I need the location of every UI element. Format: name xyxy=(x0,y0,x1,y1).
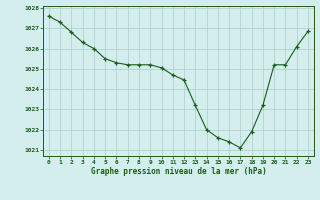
X-axis label: Graphe pression niveau de la mer (hPa): Graphe pression niveau de la mer (hPa) xyxy=(91,167,266,176)
